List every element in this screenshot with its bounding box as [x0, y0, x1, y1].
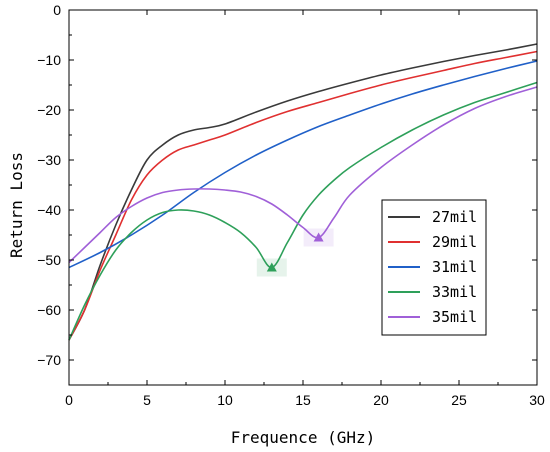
y-tick-label: −50	[37, 252, 61, 268]
y-tick-label: −60	[37, 302, 61, 318]
minimum-marker-33mil	[266, 262, 277, 272]
y-tick-label: −40	[37, 202, 61, 218]
plot-area	[68, 43, 538, 341]
x-tick-label: 15	[295, 392, 311, 408]
legend-label-33mil: 33mil	[432, 283, 477, 301]
x-tick-label: 5	[143, 392, 151, 408]
minimum-marker-35mil	[313, 232, 324, 242]
x-tick-label: 10	[217, 392, 233, 408]
y-axis-label: Return Loss	[7, 152, 26, 258]
y-tick-label: −70	[37, 352, 61, 368]
y-tick-label: −20	[37, 102, 61, 118]
y-tick-label: −30	[37, 152, 61, 168]
series-line-33mil	[68, 81, 538, 341]
x-tick-label: 0	[65, 392, 73, 408]
legend-label-31mil: 31mil	[432, 258, 477, 276]
legend: 27mil 29mil 31mil 33mil 35mil	[381, 199, 487, 336]
y-tick-label: −10	[37, 52, 61, 68]
x-tick-label: 20	[373, 392, 389, 408]
legend-label-27mil: 27mil	[432, 208, 477, 226]
x-axis-label: Frequence (GHz)	[231, 428, 376, 447]
x-tick-label: 30	[529, 392, 545, 408]
series-line-35mil	[68, 86, 538, 264]
legend-label-29mil: 29mil	[432, 233, 477, 251]
y-tick-label: 0	[53, 2, 61, 18]
legend-label-35mil: 35mil	[432, 308, 477, 326]
series-line-29mil	[68, 50, 538, 341]
series-line-31mil	[68, 60, 538, 269]
axes: 0 5 10 15 20 25 30 0 −10 −20 −30 −40 −50 −60 −70	[37, 2, 545, 408]
x-tick-label: 25	[451, 392, 467, 408]
